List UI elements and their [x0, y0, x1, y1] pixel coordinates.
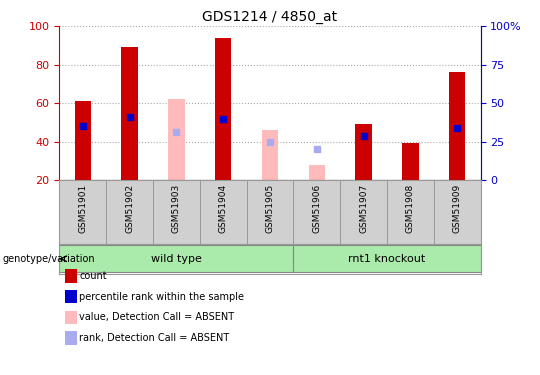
Text: value, Detection Call = ABSENT: value, Detection Call = ABSENT	[79, 312, 234, 322]
Bar	[215, 38, 232, 180]
Bar	[309, 165, 325, 180]
Text: genotype/variation: genotype/variation	[3, 254, 96, 264]
Bar	[75, 101, 91, 180]
Text: GSM51905: GSM51905	[266, 184, 274, 233]
Text: GSM51907: GSM51907	[359, 184, 368, 233]
Bar	[168, 99, 185, 180]
Text: percentile rank within the sample: percentile rank within the sample	[79, 292, 245, 302]
Text: rnt1 knockout: rnt1 knockout	[348, 254, 426, 264]
Text: GSM51902: GSM51902	[125, 184, 134, 233]
Bar	[402, 144, 418, 180]
Text: GSM51906: GSM51906	[312, 184, 321, 233]
Text: GSM51904: GSM51904	[219, 184, 228, 233]
Text: rank, Detection Call = ABSENT: rank, Detection Call = ABSENT	[79, 333, 230, 343]
Text: wild type: wild type	[151, 254, 202, 264]
Text: GSM51903: GSM51903	[172, 184, 181, 233]
Text: GSM51909: GSM51909	[453, 184, 462, 233]
Bar	[59, 245, 293, 272]
Title: GDS1214 / 4850_at: GDS1214 / 4850_at	[202, 10, 338, 24]
Text: GSM51901: GSM51901	[78, 184, 87, 233]
Bar	[293, 245, 481, 272]
Text: GSM51908: GSM51908	[406, 184, 415, 233]
Bar	[122, 47, 138, 180]
Bar	[262, 130, 278, 180]
Text: count: count	[79, 271, 107, 281]
Bar	[449, 72, 465, 180]
Bar	[355, 124, 372, 180]
